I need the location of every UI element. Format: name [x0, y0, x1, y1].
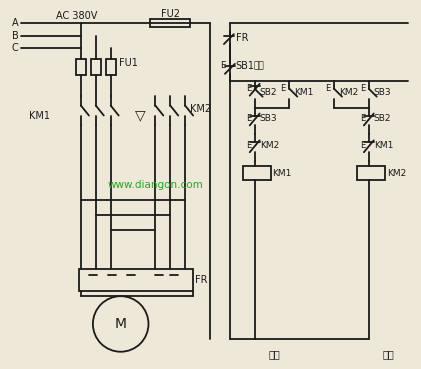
Text: A: A	[11, 18, 18, 28]
Text: E: E	[360, 114, 365, 123]
Text: KM1: KM1	[374, 141, 393, 150]
Text: KM1: KM1	[294, 88, 314, 97]
Text: KM2: KM2	[339, 88, 358, 97]
Bar	[91, 59, 101, 75]
Text: E: E	[246, 84, 251, 93]
Text: E: E	[246, 141, 251, 150]
Text: AC 380V: AC 380V	[56, 11, 98, 21]
Text: FU1: FU1	[119, 58, 138, 68]
Bar	[243, 166, 271, 180]
Text: SB3: SB3	[260, 114, 277, 123]
Text: SB2: SB2	[260, 88, 277, 97]
Text: E: E	[360, 84, 365, 93]
Text: E: E	[325, 84, 330, 93]
Text: www.diangon.com: www.diangon.com	[107, 180, 203, 190]
Text: SB2: SB2	[374, 114, 391, 123]
Text: C: C	[11, 43, 18, 53]
Text: 正转: 正转	[269, 349, 280, 359]
Text: FR: FR	[195, 275, 208, 285]
Text: M: M	[115, 317, 127, 331]
Text: E: E	[220, 61, 226, 70]
Text: E: E	[360, 141, 365, 150]
Text: KM1: KM1	[272, 169, 292, 177]
Bar	[150, 19, 190, 27]
Text: E: E	[280, 84, 286, 93]
Text: 反转: 反转	[383, 349, 394, 359]
Text: E: E	[246, 114, 251, 123]
Bar	[76, 59, 86, 75]
Text: KM2: KM2	[386, 169, 406, 177]
Bar	[106, 59, 116, 75]
Text: KM2: KM2	[190, 104, 211, 114]
Text: FR: FR	[236, 33, 248, 43]
Text: KM2: KM2	[260, 141, 279, 150]
Bar	[357, 166, 385, 180]
Text: SB1: SB1	[236, 61, 255, 71]
Text: B: B	[11, 31, 18, 41]
Text: FU2: FU2	[161, 9, 180, 19]
Text: KM1: KM1	[29, 111, 51, 121]
Text: ▽: ▽	[135, 108, 146, 123]
Text: SB3: SB3	[374, 88, 392, 97]
Bar	[79, 269, 193, 291]
Text: 停车: 停车	[254, 61, 264, 70]
Circle shape	[93, 296, 149, 352]
